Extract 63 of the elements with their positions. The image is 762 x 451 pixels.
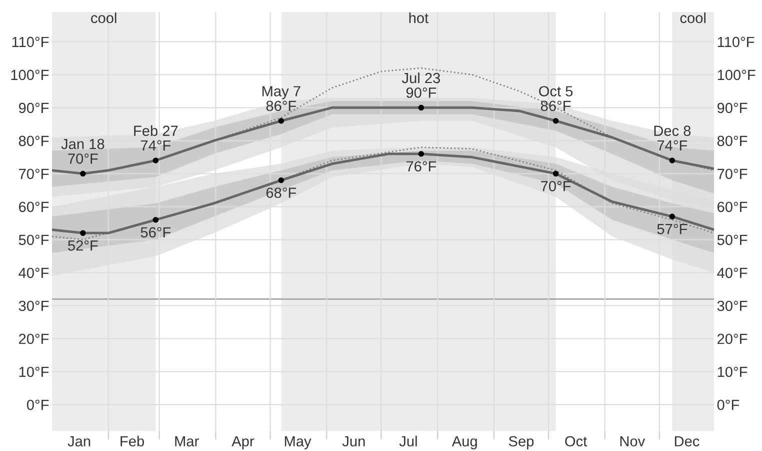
annotation: Dec 8 74°F (654, 126, 691, 150)
y2-tick-label: 110°F (718, 36, 754, 48)
band-label: cool (91, 12, 116, 24)
annotation: May 7 86°F (262, 86, 300, 112)
point (669, 214, 676, 220)
x-tick-label: May (284, 436, 312, 450)
point (278, 177, 284, 184)
point (418, 150, 424, 157)
annotation: 68°F (266, 188, 296, 198)
y2-tick-label: 0°F (717, 400, 740, 410)
x-tick-label: Mar (175, 436, 199, 446)
y-tick-label: 0°F (26, 400, 49, 410)
y2-tick-label: 40°F (717, 268, 748, 278)
annotation: 57°F (657, 224, 688, 234)
x-tick-label: Nov (620, 436, 646, 446)
y-tick-label: 30°F (18, 300, 49, 312)
point (80, 170, 86, 177)
annotation: 56°F (140, 227, 171, 238)
y2-tick-label: 50°F (717, 234, 748, 246)
y2-tick-label: 90°F (717, 102, 748, 114)
x-tick-label: Jul (399, 436, 417, 446)
y-tick-label: 110°F (12, 36, 49, 48)
y2-tick-label: 70°F (718, 168, 748, 180)
point (152, 158, 159, 164)
x-tick-label: Feb (120, 436, 144, 446)
y2-tick-label: 60°F (718, 202, 748, 212)
point (552, 170, 559, 177)
x-tick-label: Jan (68, 436, 90, 446)
point (669, 158, 676, 164)
point (152, 216, 159, 223)
x-tick-label: Oct (565, 436, 588, 446)
x-tick-label: Apr (232, 436, 254, 450)
point (278, 118, 284, 124)
point (552, 118, 559, 124)
y-tick-label: 50°F (18, 234, 49, 246)
band-label: hot (409, 12, 428, 24)
y-tick-label: 10°F (19, 366, 49, 378)
point (80, 230, 86, 236)
y-tick-label: 20°F (19, 334, 49, 344)
y-tick-label: 100°F (11, 70, 49, 80)
annotation: 70°F (541, 180, 571, 192)
y2-tick-label: 30°F (717, 300, 748, 312)
y2-tick-label: 100°F (718, 70, 756, 80)
annotation: Jul 23 90°F (402, 72, 440, 98)
x-tick-label: Dec (674, 436, 700, 446)
y-tick-label: 40°F (18, 268, 49, 278)
annotation: 76°F (406, 161, 436, 172)
y2-tick-label: 10°F (718, 366, 748, 378)
x-tick-label: Jun (342, 436, 365, 446)
point (418, 104, 424, 111)
annotation: Feb 27 74°F (134, 125, 178, 150)
y-tick-label: 60°F (19, 202, 49, 212)
y-tick-label: 90°F (18, 102, 49, 114)
x-tick-label: Sep (508, 436, 534, 450)
y2-tick-label: 20°F (718, 334, 748, 344)
x-tick-label: Aug (452, 436, 477, 450)
y-tick-label: 80°F (18, 136, 49, 146)
y2-tick-label: 80°F (717, 136, 748, 146)
annotation: Oct 5 86°F (539, 86, 573, 112)
annotation: Jan 18 70°F (61, 138, 104, 164)
band-label: cool (680, 12, 706, 24)
annotation: 52°F (68, 240, 98, 251)
y-tick-label: 70°F (19, 168, 49, 180)
